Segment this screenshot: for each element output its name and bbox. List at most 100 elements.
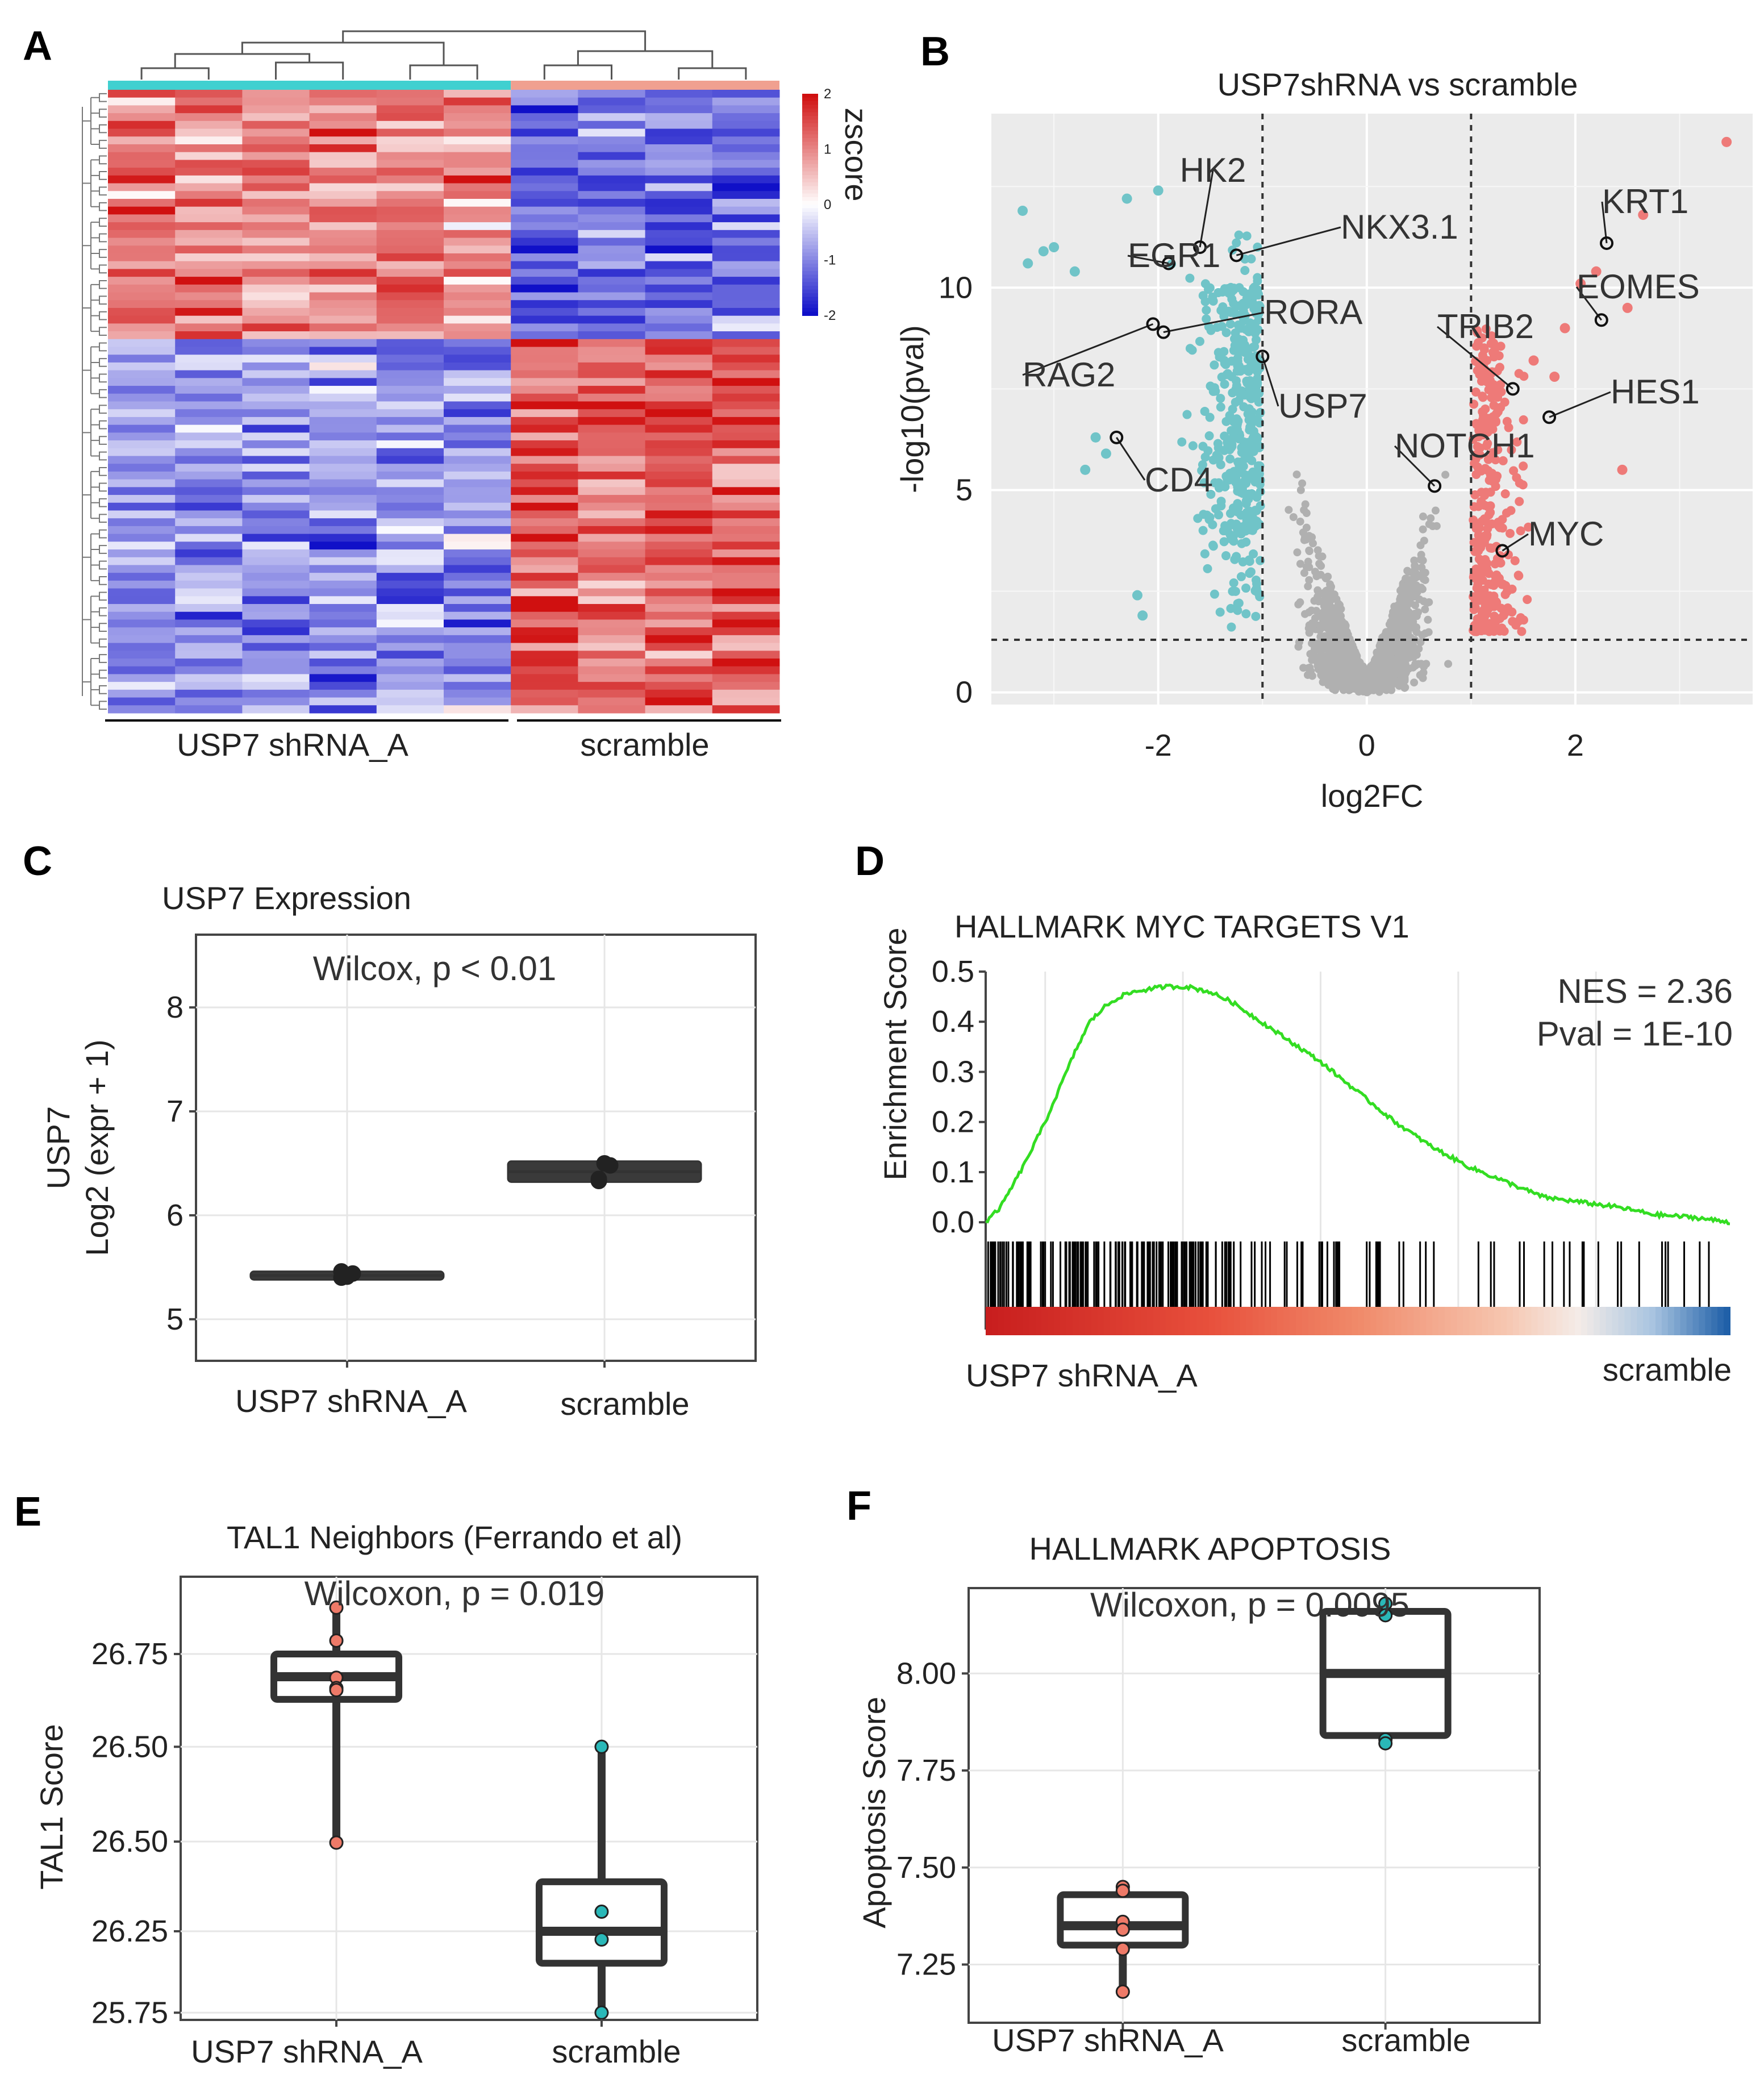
heatmap-cell [444, 97, 511, 106]
volcano-point-down [1254, 389, 1264, 398]
heatmap-cell [108, 541, 176, 550]
heatmap-cell [712, 206, 780, 215]
heatmap-cell [309, 541, 377, 550]
gsea-rank-segment [1507, 1307, 1513, 1335]
volcano-point-up [1575, 278, 1586, 289]
heatmap-cell [578, 362, 646, 371]
heatmap-cells [108, 90, 780, 714]
gsea-rank-segment [1283, 1307, 1290, 1335]
volcano-point-down [1017, 205, 1028, 216]
heatmap-cell [108, 495, 176, 503]
gsea-rank-segment [1320, 1307, 1328, 1335]
heatmap-cell [242, 526, 310, 535]
gsea-rank-segment [1265, 1307, 1272, 1335]
volcano-point-up [1503, 550, 1513, 560]
heatmap-cell [242, 471, 310, 480]
heatmap-cell [376, 464, 444, 472]
heatmap-cell [376, 362, 444, 371]
volcano-point-ns [1387, 642, 1395, 651]
box-data-point [1115, 1922, 1130, 1937]
heatmap-cell [175, 97, 243, 106]
volcano-point-up [1474, 554, 1484, 564]
heatmap-cell [376, 90, 444, 98]
tal1-ytick: 25.75 [91, 1995, 168, 2030]
gene-leader-line [1022, 323, 1154, 376]
volcano-point-down [1236, 572, 1246, 581]
volcano-point-ns [1441, 470, 1450, 479]
gsea-rank-segment [1637, 1307, 1644, 1335]
usp7-title: USP7 Expression [162, 880, 411, 916]
heatmap-cell [309, 588, 377, 597]
heatmap-cell [108, 323, 176, 332]
volcano-point-ns [1416, 671, 1424, 680]
gsea-rank-segment [1190, 1307, 1198, 1335]
volcano-point-ns [1410, 678, 1419, 687]
heatmap-cell [175, 588, 243, 597]
gsea-rank-segment [1674, 1307, 1681, 1335]
heatmap-cell [309, 269, 377, 277]
heatmap-cell [108, 307, 176, 316]
heatmap-cell [309, 534, 377, 542]
heatmap-cell [376, 253, 444, 262]
heatmap-cell [242, 160, 310, 168]
colorbar-segment [802, 134, 818, 139]
heatmap-cell [578, 518, 646, 527]
tal1-panel: TAL1 Neighbors (Ferrando et al) Wilcoxon… [34, 1519, 758, 2069]
volcano-point-down [1251, 335, 1261, 345]
heatmap-cell [444, 479, 511, 488]
volcano-point-ns [1323, 594, 1332, 602]
heatmap-cell [108, 183, 176, 191]
box-data-point [1115, 1884, 1130, 1898]
heatmap-cell [578, 409, 646, 418]
volcano-point-ns [1347, 641, 1356, 650]
volcano-point-down [1220, 445, 1229, 455]
heatmap-cell [242, 479, 310, 488]
heatmap-cell [578, 495, 646, 503]
gsea-rank-segment [1209, 1307, 1216, 1335]
heatmap-cell [645, 705, 713, 714]
heatmap-cell [108, 580, 176, 589]
heatmap-cell [645, 651, 713, 659]
heatmap-cell [175, 635, 243, 644]
heatmap-cell [376, 269, 444, 277]
heatmap-cell [511, 128, 578, 137]
heatmap-cell [242, 300, 310, 309]
heatmap-cell [175, 191, 243, 199]
volcano-point-ns [1309, 539, 1317, 548]
heatmap-cell [511, 378, 578, 386]
heatmap-cell [511, 206, 578, 215]
heatmap-cell [444, 136, 511, 145]
heatmap-cell [511, 370, 578, 378]
gsea-right-label: scramble [1603, 1352, 1732, 1388]
heatmap-cell [376, 479, 444, 488]
box-data-point [329, 1633, 344, 1648]
usp7-ytick: 7 [166, 1094, 184, 1128]
heatmap-cell [444, 643, 511, 651]
heatmap-cell [511, 347, 578, 355]
heatmap-cell [309, 238, 377, 246]
volcano-point-ns [1321, 612, 1330, 620]
heatmap-cell [175, 128, 243, 137]
volcano-title: USP7shRNA vs scramble [1217, 66, 1578, 102]
volcano-point-ns [1420, 536, 1428, 545]
volcano-point-ns [1395, 660, 1403, 669]
tal1-category: scramble [552, 2034, 681, 2069]
volcano-ytick: 10 [939, 270, 973, 305]
heatmap-cell [578, 674, 646, 682]
heatmap-cell [242, 222, 310, 231]
heatmap-cell [645, 471, 713, 480]
heatmap-cell [376, 534, 444, 542]
volcano-point-down [1233, 418, 1242, 427]
volcano-point-ns [1351, 672, 1360, 681]
heatmap-cell [511, 424, 578, 433]
colorbar-segment [802, 171, 818, 176]
heatmap-cell [242, 534, 310, 542]
volcano-point-up [1473, 462, 1482, 472]
gsea-rank-segment [1475, 1307, 1483, 1335]
heatmap-cell [175, 206, 243, 215]
tal1-ytick: 26.75 [91, 1637, 168, 1671]
heatmap-cell [578, 534, 646, 542]
volcano-point-down [1246, 423, 1256, 433]
heatmap-cell [309, 682, 377, 690]
colorbar-segment [802, 97, 818, 102]
